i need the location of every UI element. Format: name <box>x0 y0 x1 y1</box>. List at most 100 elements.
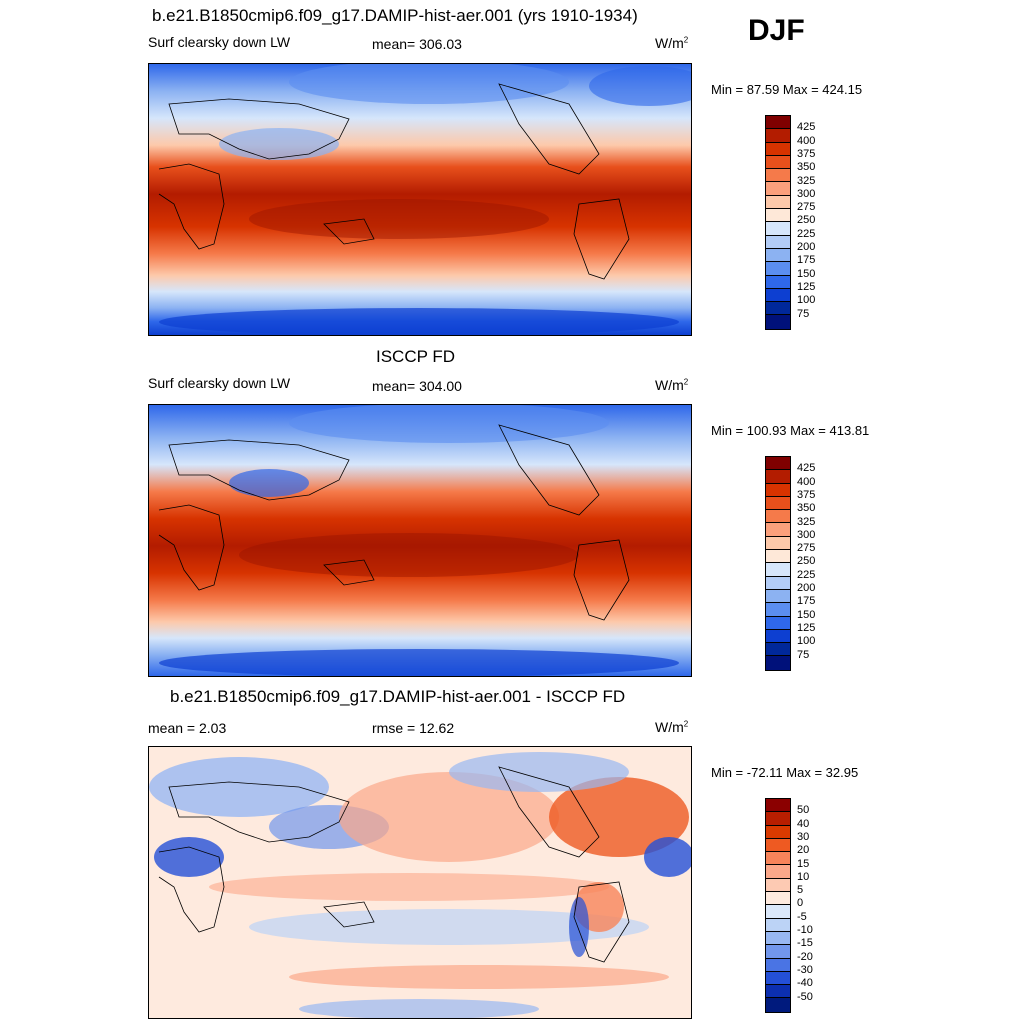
colorbar-tick-label: -10 <box>797 924 813 936</box>
colorbar-swatch <box>766 262 790 276</box>
colorbar-tick-label: 175 <box>797 595 816 608</box>
panel3-difference-plot <box>149 747 691 1018</box>
colorbar-swatch <box>766 616 790 630</box>
colorbar-swatch <box>766 945 790 959</box>
colorbar-swatch <box>766 905 790 919</box>
colorbar-tick-label: 50 <box>797 804 810 817</box>
colorbar-swatch <box>766 825 790 839</box>
colorbar-tick-label: -40 <box>797 977 813 990</box>
colorbar-swatch <box>766 629 790 644</box>
colorbar-swatch <box>766 656 790 670</box>
panel1-title: b.e21.B1850cmip6.f09_g17.DAMIP-hist-aer.… <box>152 6 638 25</box>
colorbar-swatch <box>766 892 790 906</box>
colorbar-tick-label: -30 <box>797 963 813 976</box>
panel2-colorbar <box>765 456 791 671</box>
panel1-minmax: Min = 87.59 Max = 424.15 <box>711 82 863 97</box>
colorbar-tick-label: 225 <box>797 568 816 581</box>
colorbar-tick-label: 325 <box>797 515 816 528</box>
colorbar-tick-label: -50 <box>797 990 813 1003</box>
colorbar-swatch <box>766 288 790 303</box>
colorbar-tick-label: 125 <box>797 280 816 293</box>
panel3-colorbar <box>765 798 791 1013</box>
colorbar-tick-label: 400 <box>797 475 816 488</box>
panel3-title: b.e21.B1850cmip6.f09_g17.DAMIP-hist-aer.… <box>170 687 626 706</box>
colorbar-swatch <box>766 838 790 853</box>
colorbar-tick-label: 425 <box>797 121 816 134</box>
colorbar-tick-label: 275 <box>797 201 816 214</box>
panel3-map <box>148 746 692 1019</box>
colorbar-swatch <box>766 510 790 524</box>
colorbar-swatch <box>766 496 790 511</box>
colorbar-tick-label: 75 <box>797 648 810 661</box>
panel2-title: ISCCP FD <box>376 347 456 366</box>
colorbar-swatch <box>766 195 790 210</box>
colorbar-swatch <box>766 812 790 826</box>
panel3-rmse: rmse = 12.62 <box>372 720 455 736</box>
colorbar-swatch <box>766 931 790 946</box>
season-label: DJF <box>748 14 805 47</box>
colorbar-swatch <box>766 235 790 249</box>
colorbar-tick-label: 100 <box>797 294 816 307</box>
colorbar-tick-label: 425 <box>797 462 816 475</box>
colorbar-swatch <box>766 129 790 143</box>
panel1-map <box>148 63 692 336</box>
colorbar-swatch <box>766 209 790 223</box>
colorbar-tick-label: 75 <box>797 307 810 320</box>
colorbar-swatch <box>766 457 790 471</box>
colorbar-swatch <box>766 470 790 484</box>
panel2-units: W/m2 <box>655 377 689 393</box>
colorbar-tick-label: 300 <box>797 187 816 200</box>
colorbar-tick-label: 350 <box>797 502 816 515</box>
colorbar-swatch <box>766 985 790 999</box>
colorbar-swatch <box>766 643 790 657</box>
panel1-variable: Surf clearsky down LW <box>148 34 291 50</box>
colorbar-swatch <box>766 483 790 497</box>
colorbar-tick-label: 200 <box>797 241 816 253</box>
panel2-field-plot <box>149 405 691 676</box>
colorbar-tick-label: 150 <box>797 267 816 280</box>
panel1-mean: mean= 306.03 <box>372 36 462 52</box>
colorbar-tick-label: 100 <box>797 635 816 648</box>
colorbar-tick-label: 200 <box>797 582 816 594</box>
colorbar-tick-label: 225 <box>797 227 816 240</box>
colorbar-swatch <box>766 576 790 590</box>
panel1-units: W/m2 <box>655 35 689 51</box>
colorbar-tick-label: 350 <box>797 161 816 174</box>
panel2-map <box>148 404 692 677</box>
colorbar-tick-label: 300 <box>797 528 816 541</box>
colorbar-swatch <box>766 563 790 577</box>
panel2-mean: mean= 304.00 <box>372 378 462 394</box>
colorbar-tick-label: 375 <box>797 147 816 160</box>
colorbar-swatch <box>766 275 790 289</box>
panel1-field-plot <box>149 64 691 335</box>
colorbar-tick-label: 5 <box>797 884 804 897</box>
colorbar-swatch <box>766 302 790 316</box>
colorbar-swatch <box>766 536 790 551</box>
colorbar-tick-label: 30 <box>797 830 810 843</box>
colorbar-swatch <box>766 878 790 893</box>
colorbar-swatch <box>766 116 790 130</box>
colorbar-swatch <box>766 523 790 537</box>
colorbar-tick-label: 40 <box>797 817 810 830</box>
panel3-units: W/m2 <box>655 719 689 735</box>
colorbar-swatch <box>766 998 790 1012</box>
colorbar-swatch <box>766 603 790 617</box>
colorbar-swatch <box>766 182 790 196</box>
colorbar-tick-label: -20 <box>797 950 813 963</box>
colorbar-tick-label: 250 <box>797 555 816 568</box>
colorbar-tick-label: 175 <box>797 254 816 267</box>
colorbar-swatch <box>766 315 790 329</box>
colorbar-tick-label: 325 <box>797 174 816 187</box>
colorbar-swatch <box>766 799 790 813</box>
colorbar-swatch <box>766 852 790 866</box>
colorbar-swatch <box>766 142 790 156</box>
colorbar-swatch <box>766 958 790 972</box>
panel3-minmax: Min = -72.11 Max = 32.95 <box>711 765 859 780</box>
colorbar-tick-label: 20 <box>797 844 810 857</box>
colorbar-swatch <box>766 589 790 604</box>
colorbar-swatch <box>766 169 790 183</box>
colorbar-swatch <box>766 865 790 879</box>
colorbar-tick-label: 400 <box>797 134 816 147</box>
colorbar-swatch <box>766 155 790 170</box>
colorbar-tick-label: 275 <box>797 542 816 555</box>
